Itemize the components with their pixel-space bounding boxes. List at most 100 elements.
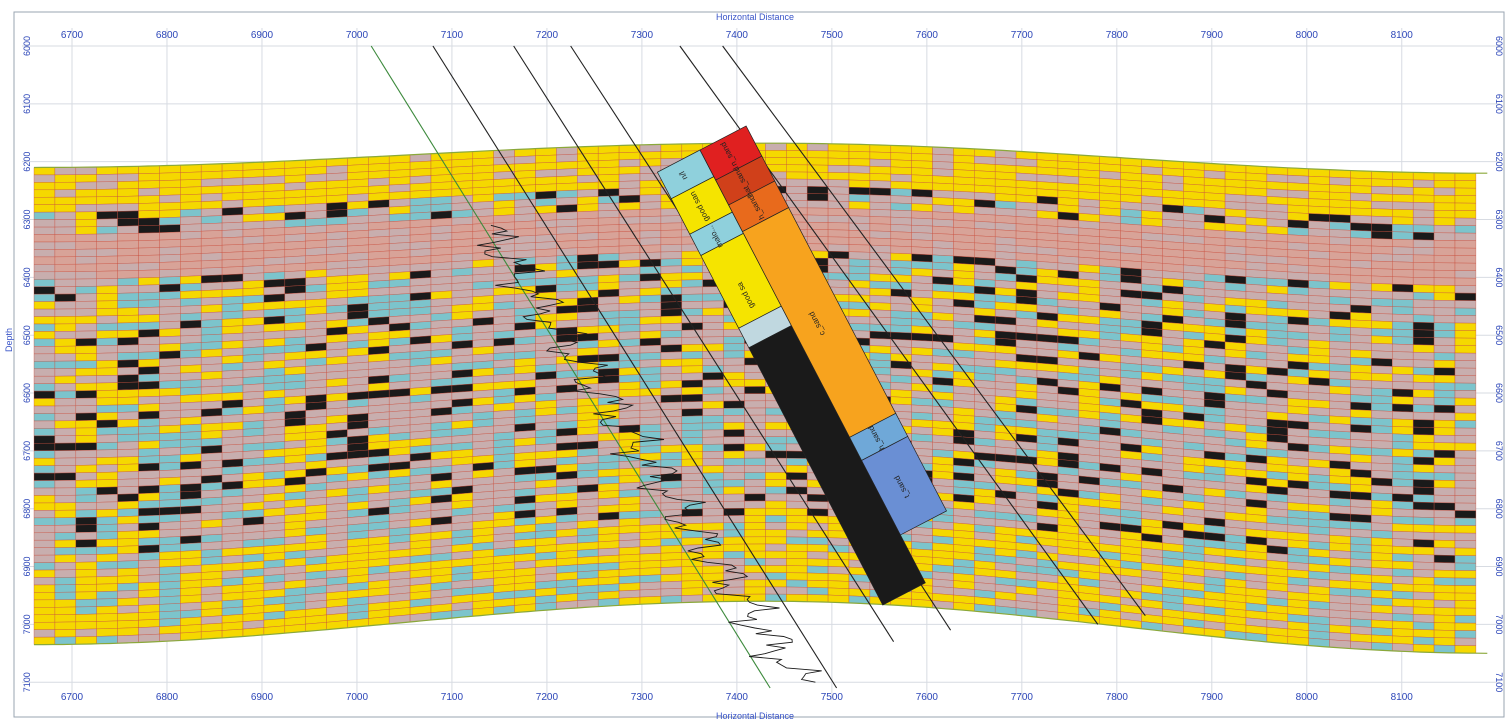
- strata-cell: [180, 327, 202, 337]
- strata-cell: [159, 521, 181, 531]
- strata-cell: [1329, 378, 1351, 388]
- strata-cell: [1454, 630, 1477, 639]
- strata-cell: [201, 193, 223, 202]
- strata-cell: [326, 238, 348, 248]
- strata-cell: [598, 353, 620, 363]
- strata-cell: [1433, 367, 1456, 376]
- x-tick-label-top: 6800: [156, 30, 179, 41]
- strata-cell: [1392, 246, 1414, 255]
- strata-cell: [75, 174, 97, 183]
- strata-cell: [409, 262, 432, 272]
- strata-cell: [409, 197, 432, 207]
- strata-cell: [618, 367, 641, 376]
- well-log-curve: [477, 224, 822, 683]
- strata-cell: [744, 529, 766, 538]
- strata-cell: [117, 493, 139, 502]
- strata-cell: [242, 294, 265, 304]
- strata-cell: [1454, 442, 1477, 451]
- strata-cell: [305, 166, 327, 175]
- strata-cell: [221, 421, 244, 431]
- strata-cell: [932, 182, 954, 192]
- strata-cell: [1350, 626, 1372, 636]
- strata-cell: [1433, 644, 1456, 654]
- strata-cell: [827, 179, 850, 188]
- strata-cell: [618, 568, 641, 577]
- strata-cell: [681, 258, 703, 266]
- strata-cell: [284, 196, 306, 206]
- strata-cell: [932, 283, 954, 293]
- y-tick-label-left: 6900: [22, 557, 32, 577]
- strata-cell: [1392, 538, 1414, 548]
- strata-cell: [660, 416, 682, 425]
- strata-cell: [201, 615, 223, 625]
- strata-cell: [33, 547, 56, 556]
- strata-cell: [180, 550, 202, 559]
- strata-cell: [953, 327, 975, 337]
- strata-cell: [1392, 426, 1414, 435]
- strata-cell: [180, 446, 202, 455]
- strata-cell: [1413, 621, 1435, 631]
- strata-cell: [577, 491, 599, 501]
- strata-cell: [138, 217, 160, 226]
- strata-cell: [618, 166, 641, 175]
- strata-cell: [201, 363, 223, 373]
- strata-cell: [660, 480, 682, 489]
- strata-cell: [1287, 212, 1309, 222]
- strata-cell: [639, 337, 662, 347]
- strata-cell: [911, 325, 933, 335]
- strata-cell: [117, 322, 139, 331]
- strata-cell: [180, 616, 202, 626]
- strata-cell: [974, 206, 996, 216]
- x-tick-label-bottom: 7600: [916, 692, 939, 703]
- strata-cell: [1413, 187, 1435, 196]
- strata-cell: [180, 557, 202, 567]
- strata-cell: [138, 596, 160, 606]
- strata-cell: [159, 618, 181, 627]
- strata-cell: [660, 308, 682, 317]
- strata-cell: [33, 562, 56, 571]
- strata-cell: [96, 181, 118, 190]
- strata-cell: [1371, 574, 1393, 584]
- strata-cell: [1350, 177, 1372, 187]
- strata-cell: [305, 203, 327, 212]
- strata-cell: [326, 231, 348, 241]
- strata-cell: [33, 256, 56, 265]
- strata-cell: [786, 565, 808, 574]
- strata-cell: [117, 270, 139, 279]
- strata-cell: [201, 526, 223, 536]
- strata-cell: [326, 209, 348, 219]
- strata-cell: [618, 374, 641, 383]
- strata-cell: [744, 393, 766, 402]
- y-tick-label-left: 6700: [22, 441, 32, 461]
- strata-cell: [827, 222, 850, 231]
- strata-cell: [96, 345, 118, 354]
- strata-cell: [1433, 270, 1456, 279]
- strata-cell: [221, 244, 244, 253]
- strata-cell: [639, 531, 662, 540]
- strata-cell: [1329, 348, 1351, 358]
- strata-cell: [33, 197, 56, 205]
- strata-cell: [54, 606, 76, 615]
- strata-cell: [1413, 202, 1435, 211]
- strata-cell: [869, 194, 891, 203]
- strata-cell: [723, 350, 745, 359]
- strata-cell: [1371, 283, 1393, 292]
- strata-cell: [75, 517, 97, 526]
- strata-cell: [242, 324, 265, 334]
- strata-cell: [890, 303, 912, 312]
- strata-cell: [1329, 512, 1351, 522]
- strata-cell: [827, 157, 850, 166]
- strata-cell: [765, 558, 787, 566]
- strata-cell: [744, 515, 766, 523]
- strata-cell: [765, 436, 787, 445]
- strata-cell: [54, 591, 76, 600]
- strata-cell: [159, 372, 181, 382]
- strata-cell: [618, 546, 641, 556]
- strata-cell: [96, 635, 118, 644]
- strata-cell: [1329, 273, 1351, 283]
- strata-cell: [1392, 456, 1414, 465]
- strata-cell: [556, 384, 578, 394]
- strata-cell: [1350, 327, 1372, 336]
- strata-cell: [535, 414, 557, 424]
- strata-cell: [702, 551, 724, 560]
